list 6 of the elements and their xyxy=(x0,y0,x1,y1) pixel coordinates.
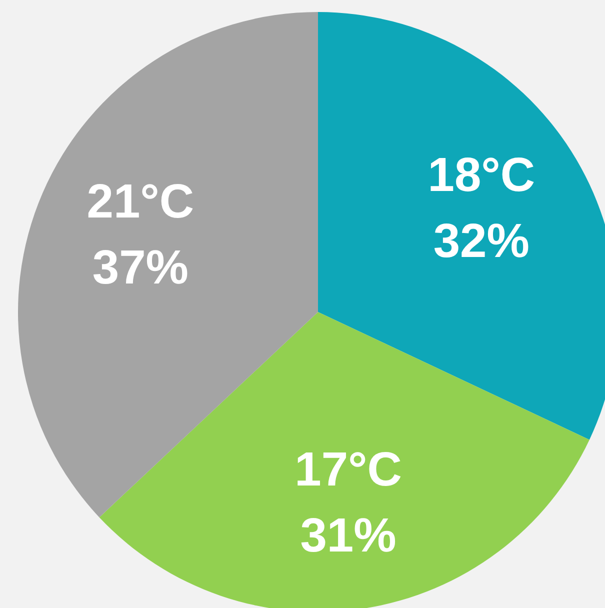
slice-label: 18°C xyxy=(428,148,536,202)
slice-label: 21°C xyxy=(86,176,194,229)
data-label: 37% xyxy=(92,242,188,295)
slice-label: 17°C xyxy=(294,444,402,497)
data-label: 31% xyxy=(300,510,396,563)
data-label: 32% xyxy=(433,214,530,268)
